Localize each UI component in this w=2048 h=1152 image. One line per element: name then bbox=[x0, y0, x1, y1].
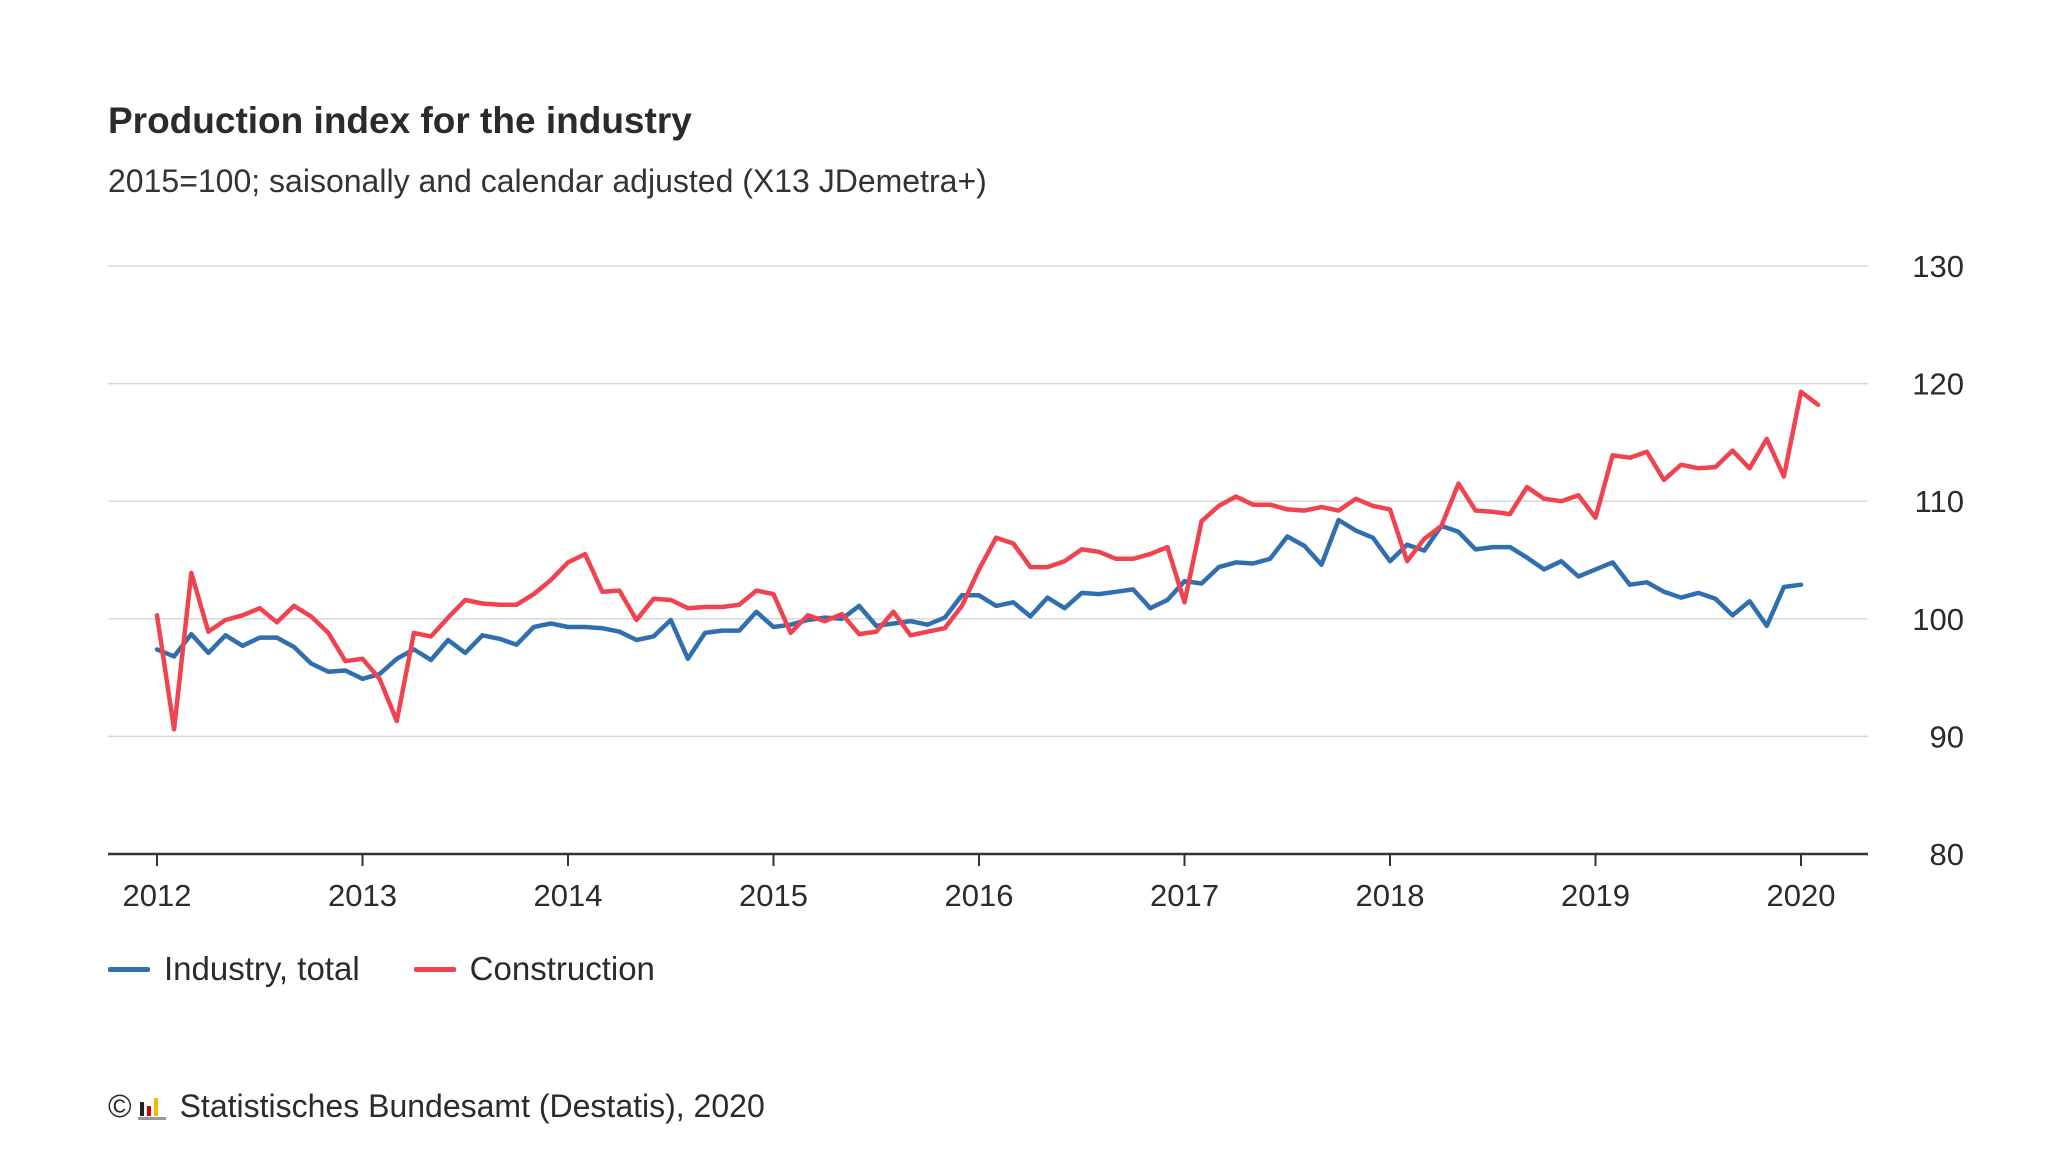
series-line-industry bbox=[154, 517, 1804, 682]
y-axis-labels: 80 90 100 110 120 130 bbox=[1912, 249, 1964, 872]
x-tick-label: 2018 bbox=[1356, 878, 1425, 913]
legend-label-industry: Industry, total bbox=[164, 950, 360, 987]
legend: Industry, total Construction bbox=[108, 950, 709, 988]
source-credit: © Statistisches Bundesamt (Destatis), 20… bbox=[108, 1088, 765, 1125]
x-tick-label: 2017 bbox=[1150, 878, 1219, 913]
copyright-symbol: © bbox=[108, 1088, 132, 1124]
legend-item-construction: Construction bbox=[413, 950, 655, 988]
x-tick-label: 2014 bbox=[534, 878, 603, 913]
source-text: Statistisches Bundesamt (Destatis), 2020 bbox=[179, 1088, 765, 1124]
legend-swatch-industry bbox=[108, 966, 150, 972]
y-tick-label: 80 bbox=[1930, 837, 1964, 872]
x-tick-label: 2015 bbox=[739, 878, 808, 913]
y-tick-label: 120 bbox=[1912, 367, 1964, 402]
series-lines bbox=[154, 389, 1821, 732]
chart-subtitle: 2015=100; saisonally and calendar adjust… bbox=[108, 163, 987, 199]
x-axis: 2012 2013 2014 2015 2016 2017 2018 2019 2020 bbox=[108, 852, 1868, 913]
legend-item-industry: Industry, total bbox=[108, 950, 360, 988]
y-tick-label: 110 bbox=[1915, 484, 1964, 519]
x-tick-label: 2020 bbox=[1767, 878, 1836, 913]
y-tick-label: 100 bbox=[1912, 602, 1964, 637]
y-tick-label: 130 bbox=[1912, 249, 1964, 284]
x-tick-label: 2019 bbox=[1561, 878, 1630, 913]
x-tick-label: 2016 bbox=[945, 878, 1014, 913]
y-tick-label: 90 bbox=[1930, 719, 1964, 754]
chart-title: Production index for the industry bbox=[108, 100, 692, 141]
legend-swatch-construction bbox=[413, 966, 456, 972]
destatis-logo-icon bbox=[137, 1094, 168, 1120]
legend-label-construction: Construction bbox=[469, 950, 655, 987]
x-tick-label: 2013 bbox=[328, 878, 397, 913]
series-line-construction bbox=[154, 389, 1821, 732]
x-tick-label: 2012 bbox=[123, 878, 192, 913]
gridlines bbox=[108, 265, 1868, 738]
